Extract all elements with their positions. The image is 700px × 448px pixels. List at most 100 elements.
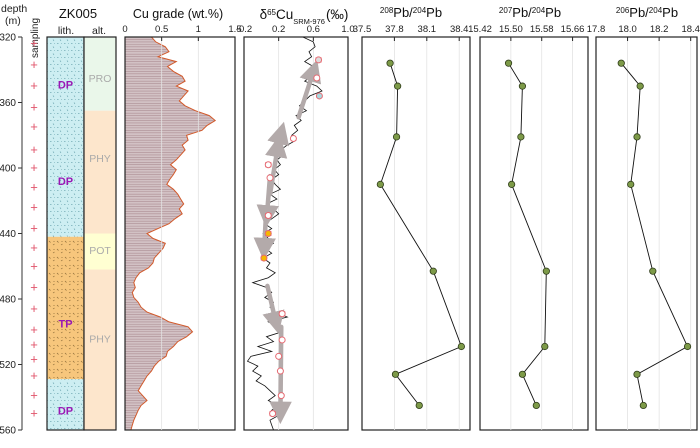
pb208-tick-label: 38.4 xyxy=(450,24,469,35)
pb206-tick-label: 17.8 xyxy=(587,24,606,35)
cu-grade-tick-label: 0.5 xyxy=(155,24,168,35)
depth-tick-label: 560 xyxy=(0,426,16,437)
alteration-frame xyxy=(83,36,117,431)
pb207-data-point xyxy=(517,133,525,141)
sampling-mark: + xyxy=(30,352,38,367)
lithology-unit xyxy=(47,118,84,237)
delta-symbol: δ xyxy=(260,7,268,22)
delta65-element: Cu xyxy=(276,7,293,22)
delta65cu-trend-arrow xyxy=(296,59,322,120)
sampling-column: ++++++++++++++++++++ xyxy=(30,36,38,421)
depth-axis-title: depth (m) xyxy=(1,3,27,27)
pb206-data-point xyxy=(649,267,657,275)
pb206-series-line xyxy=(620,62,689,406)
alteration-column: PRO PHY POT PHY xyxy=(83,36,117,431)
pb208-data-point xyxy=(415,401,423,410)
alteration-label: alt. xyxy=(92,25,106,37)
pb208-tick-label: 37.5 xyxy=(353,24,372,35)
lithology-unit xyxy=(47,37,84,119)
pb206-data-point xyxy=(627,180,635,188)
pb207-data-point xyxy=(518,370,527,378)
depth-axis: 320 360 400 440 480 520 560 xyxy=(0,33,23,437)
pb208-data-point xyxy=(457,342,465,351)
alteration-zone-label: POT xyxy=(89,245,111,257)
cu-grade-frame xyxy=(124,36,236,431)
alteration-zone xyxy=(84,233,116,270)
depth-tick-label: 480 xyxy=(0,295,16,306)
delta65cu-sample-point xyxy=(275,352,283,360)
pb208-sup: 208 xyxy=(380,6,394,15)
pb207-sup: 207 xyxy=(499,6,513,15)
depth-tick-label: 400 xyxy=(0,164,16,175)
depth-tick-label: 360 xyxy=(0,98,16,109)
pb207-data-point xyxy=(504,59,513,67)
delta65-sup: 65 xyxy=(267,8,276,17)
pb208-mid: Pb/ xyxy=(393,5,413,20)
delta65cu-title: δ65CuSRM-976(‰) xyxy=(260,7,349,26)
pb208-data-point xyxy=(394,82,402,90)
cu-grade-tick-label: 1.5 xyxy=(228,24,241,35)
sampling-mark: + xyxy=(30,301,38,316)
pb208-sup2: 204 xyxy=(413,6,427,15)
delta65cu-trend-arrow xyxy=(253,218,276,261)
pb206-tick-label: 18.0 xyxy=(618,24,637,35)
pb208-data-point xyxy=(391,370,400,378)
pb207-mid: Pb/ xyxy=(512,5,532,20)
cu-grade-tick-label: 1 xyxy=(196,24,201,35)
pb207-end: Pb xyxy=(545,5,561,20)
alteration-zone xyxy=(84,269,116,430)
pb206-data-point xyxy=(617,59,625,67)
delta65cu-sample-point xyxy=(277,392,285,400)
pb208-data-point xyxy=(386,59,394,67)
pb207-data-point xyxy=(542,267,550,275)
sampling-mark: + xyxy=(30,240,38,255)
sampling-mark: + xyxy=(30,142,38,157)
delta65cu-tick-label: 0.2 xyxy=(272,24,285,35)
pb206-data-point xyxy=(636,82,644,90)
pb206-data-point xyxy=(683,342,692,351)
alteration-zone xyxy=(84,110,116,234)
pb207-title: 207Pb/204Pb xyxy=(499,5,561,20)
delta65cu-sample-point xyxy=(278,336,286,344)
pb208-data-point xyxy=(429,267,437,275)
drill-hole-title: ZK005 xyxy=(59,6,97,21)
sampling-mark: + xyxy=(30,368,38,383)
cu-grade-panel: Cu grade (wt.%) 0 0.5 1 1.5 xyxy=(122,7,242,431)
delta65cu-tick-label: 1.0 xyxy=(341,24,354,35)
delta65cu-trend-arrow xyxy=(267,121,290,147)
pb208-panel: 208Pb/204Pb 37.5 37.8 38.1 38.4 xyxy=(353,5,471,431)
alteration-zone-label: PRO xyxy=(89,73,112,85)
delta65cu-sample-point xyxy=(269,410,277,418)
pb208-tick-label: 37.8 xyxy=(385,24,404,35)
lithology-column: DP DP TP DP xyxy=(46,36,85,431)
lithology-label: lith. xyxy=(58,25,74,37)
delta65cu-sample-point xyxy=(289,135,297,143)
sampling-mark: + xyxy=(30,57,38,72)
depth-tick-label: 440 xyxy=(0,229,16,240)
delta65cu-sample-point xyxy=(315,56,323,64)
sampling-mark: + xyxy=(30,258,38,273)
pb208-title: 208Pb/204Pb xyxy=(380,5,442,20)
delta65cu-panel: δ65CuSRM-976(‰) -0.2 0.2 0.6 1.0 xyxy=(236,7,355,431)
delta65cu-sample-point xyxy=(264,211,272,219)
pb206-data-point xyxy=(639,401,647,410)
depth-tick-label: 320 xyxy=(0,33,16,44)
sampling-mark: + xyxy=(30,406,38,421)
lithology-unit-label: TP xyxy=(58,319,72,331)
sampling-mark: + xyxy=(30,99,38,114)
cu-grade-outline xyxy=(130,36,217,431)
pb207-tick-label: 15.58 xyxy=(530,24,554,35)
pb206-end: Pb xyxy=(662,5,678,20)
sampling-mark: + xyxy=(30,322,38,337)
lithology-unit-label: DP xyxy=(58,176,73,188)
pb207-series-line xyxy=(508,62,547,406)
alteration-zone-label: PHY xyxy=(89,333,111,345)
pb208-frame xyxy=(361,36,471,431)
pb206-sup2: 204 xyxy=(649,6,663,15)
cu-grade-title: Cu grade (wt.%) xyxy=(133,7,223,21)
pb208-data-point xyxy=(376,180,384,188)
pb207-data-point xyxy=(508,180,516,188)
sampling-mark: + xyxy=(30,388,38,403)
pb207-tick-label: 15.50 xyxy=(499,24,523,35)
